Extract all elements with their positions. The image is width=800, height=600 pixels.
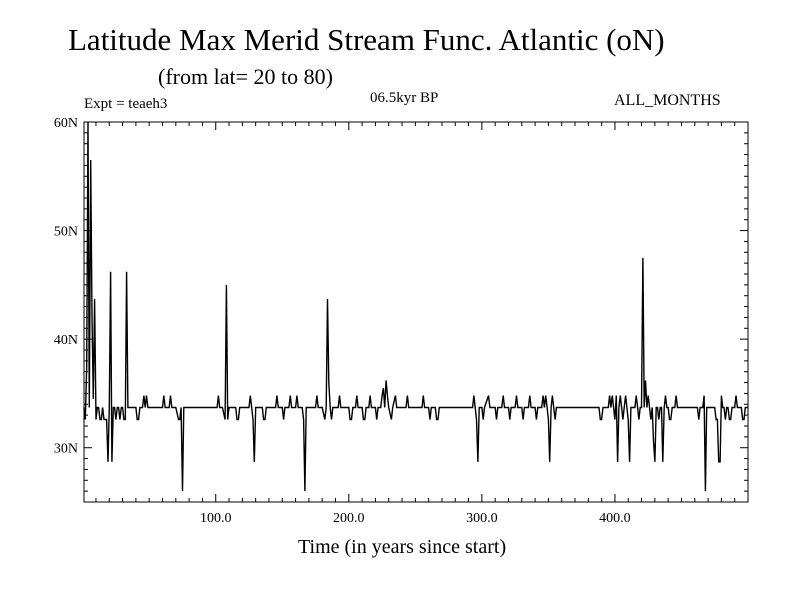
x-tick-label: 200.0 (333, 511, 365, 526)
x-tick-label: 400.0 (599, 511, 631, 526)
x-axis-label: Time (in years since start) (298, 536, 507, 558)
y-tick-label: 50N (54, 225, 78, 240)
series-line (83, 121, 748, 492)
y-tick-label: 40N (54, 333, 78, 348)
y-tick-label: 30N (54, 442, 78, 457)
period-label: 06.5kyr BP (370, 90, 439, 106)
tick-label-group: 100.0 200.0 300.0 400.0 30N 40N 50N 60N (54, 116, 631, 526)
x-tick-label: 300.0 (466, 511, 498, 526)
y-tick-label: 60N (54, 116, 78, 131)
x-tick-label: 100.0 (200, 511, 232, 526)
experiment-label: Expt = teaeh3 (84, 96, 168, 112)
chart-title: Latitude Max Merid Stream Func. Atlantic… (68, 22, 665, 57)
chart-subtitle: (from lat= 20 to 80) (158, 64, 333, 89)
plot-frame (83, 121, 749, 503)
months-label: ALL_MONTHS (614, 92, 721, 109)
